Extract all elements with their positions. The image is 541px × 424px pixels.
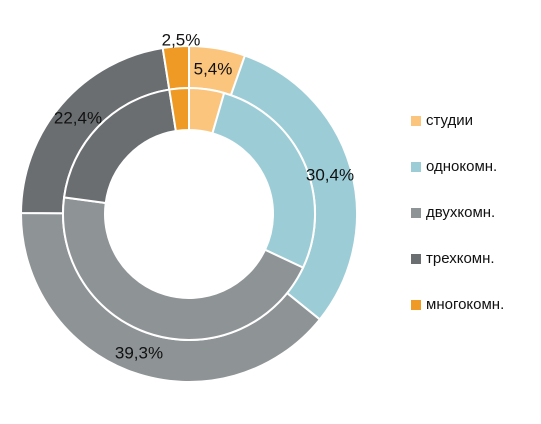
inner-ring (62, 86, 316, 341)
data-labels: 5,4% 30,4% 39,3% 22,4% 2,5% (54, 30, 354, 362)
inner-slice-3 (62, 196, 305, 341)
legend-label-5: многокомн. (426, 296, 504, 313)
legend-swatch-1 (411, 116, 421, 126)
outer-ring (19, 44, 358, 383)
legend-swatch-5 (411, 300, 421, 310)
legend-label-3: двухкомн. (426, 204, 495, 221)
legend-label-4: трехкомн. (426, 250, 495, 267)
data-label-2: 30,4% (306, 165, 354, 184)
legend-swatch-3 (411, 208, 421, 218)
legend-label-2: однокомн. (426, 158, 497, 175)
data-label-5: 2,5% (162, 30, 201, 49)
data-label-4: 22,4% (54, 108, 102, 127)
legend: студии однокомн. двухкомн. трехкомн. многоко… (411, 112, 504, 313)
legend-label-1: студии (426, 112, 473, 129)
legend-swatch-2 (411, 162, 421, 172)
data-label-3: 39,3% (115, 343, 163, 362)
data-label-1: 5,4% (194, 59, 233, 78)
legend-swatch-4 (411, 254, 421, 264)
inner-slice-5 (168, 86, 190, 133)
